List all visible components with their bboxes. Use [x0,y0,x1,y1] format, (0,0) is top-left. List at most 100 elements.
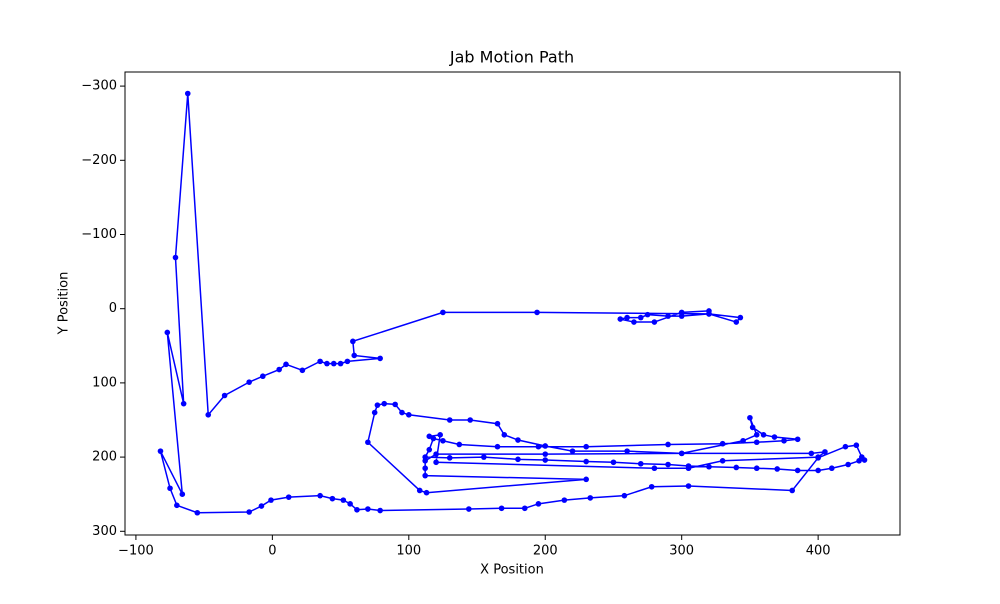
point [440,437,446,444]
y-axis-label: Y Position [57,272,72,336]
point [329,495,336,502]
point [685,465,692,472]
point [737,314,744,321]
point [794,467,801,474]
y-tick-label: 0 [109,301,117,316]
point [365,439,371,446]
point [180,400,187,407]
y-tick-label: 100 [92,375,117,390]
point [340,497,347,503]
point [624,314,630,321]
point [617,316,624,322]
point [317,492,323,499]
point [276,366,282,373]
point [740,437,746,444]
point [330,360,337,367]
point [678,313,685,319]
point [494,420,501,427]
plot-frame [124,71,901,536]
point [621,492,628,499]
point [164,329,171,336]
point [651,319,658,325]
point [371,409,378,416]
point [381,400,388,407]
point [665,441,671,448]
point [733,319,740,325]
point [815,467,821,474]
point [771,434,778,440]
point [706,463,712,470]
point [583,476,589,483]
point [753,432,760,438]
point [324,360,330,367]
point [344,358,351,365]
point [406,411,412,418]
point [494,443,501,450]
point [822,449,828,455]
point [422,472,428,479]
point [637,314,644,321]
point [828,465,835,472]
point [433,451,439,457]
point [221,392,228,399]
point [205,411,212,418]
point [426,433,433,440]
point [399,409,405,416]
point [665,461,671,468]
point [856,458,862,464]
point [351,352,358,359]
point [258,503,265,509]
point [853,442,860,449]
point [789,487,796,494]
point [774,466,781,472]
motion-line [159,93,867,514]
point [422,458,428,464]
point [350,338,356,345]
point [685,483,692,489]
point [861,457,868,463]
point [583,443,589,450]
point [665,313,671,319]
point [733,464,740,471]
point [753,439,760,446]
point [285,494,292,500]
point [365,506,371,512]
point [515,456,521,463]
point [440,309,446,316]
point [354,506,360,513]
point [534,309,540,316]
point [760,432,767,438]
point [283,361,289,368]
point [446,455,453,461]
point [808,450,815,457]
point [706,311,712,317]
point [467,417,474,423]
x-axis-label: X Position [480,563,544,578]
point [167,485,173,492]
point [466,506,472,512]
point [184,90,191,97]
point [587,495,594,501]
point [501,432,508,438]
point [535,443,542,450]
point [583,458,589,465]
point [347,501,353,507]
point [542,451,549,457]
x-tick-label: −100 [118,544,154,559]
x-tick-label: 300 [669,544,694,559]
point [456,441,463,448]
point [561,497,568,503]
point [374,402,381,408]
point [299,367,306,374]
point [815,454,821,460]
y-tick-label: −300 [81,79,117,94]
y-tick-label: 300 [92,524,117,539]
point [317,358,323,365]
point [433,459,439,466]
point [377,507,383,514]
point [749,424,756,431]
point [446,417,453,423]
point [845,461,851,468]
point [422,465,428,472]
